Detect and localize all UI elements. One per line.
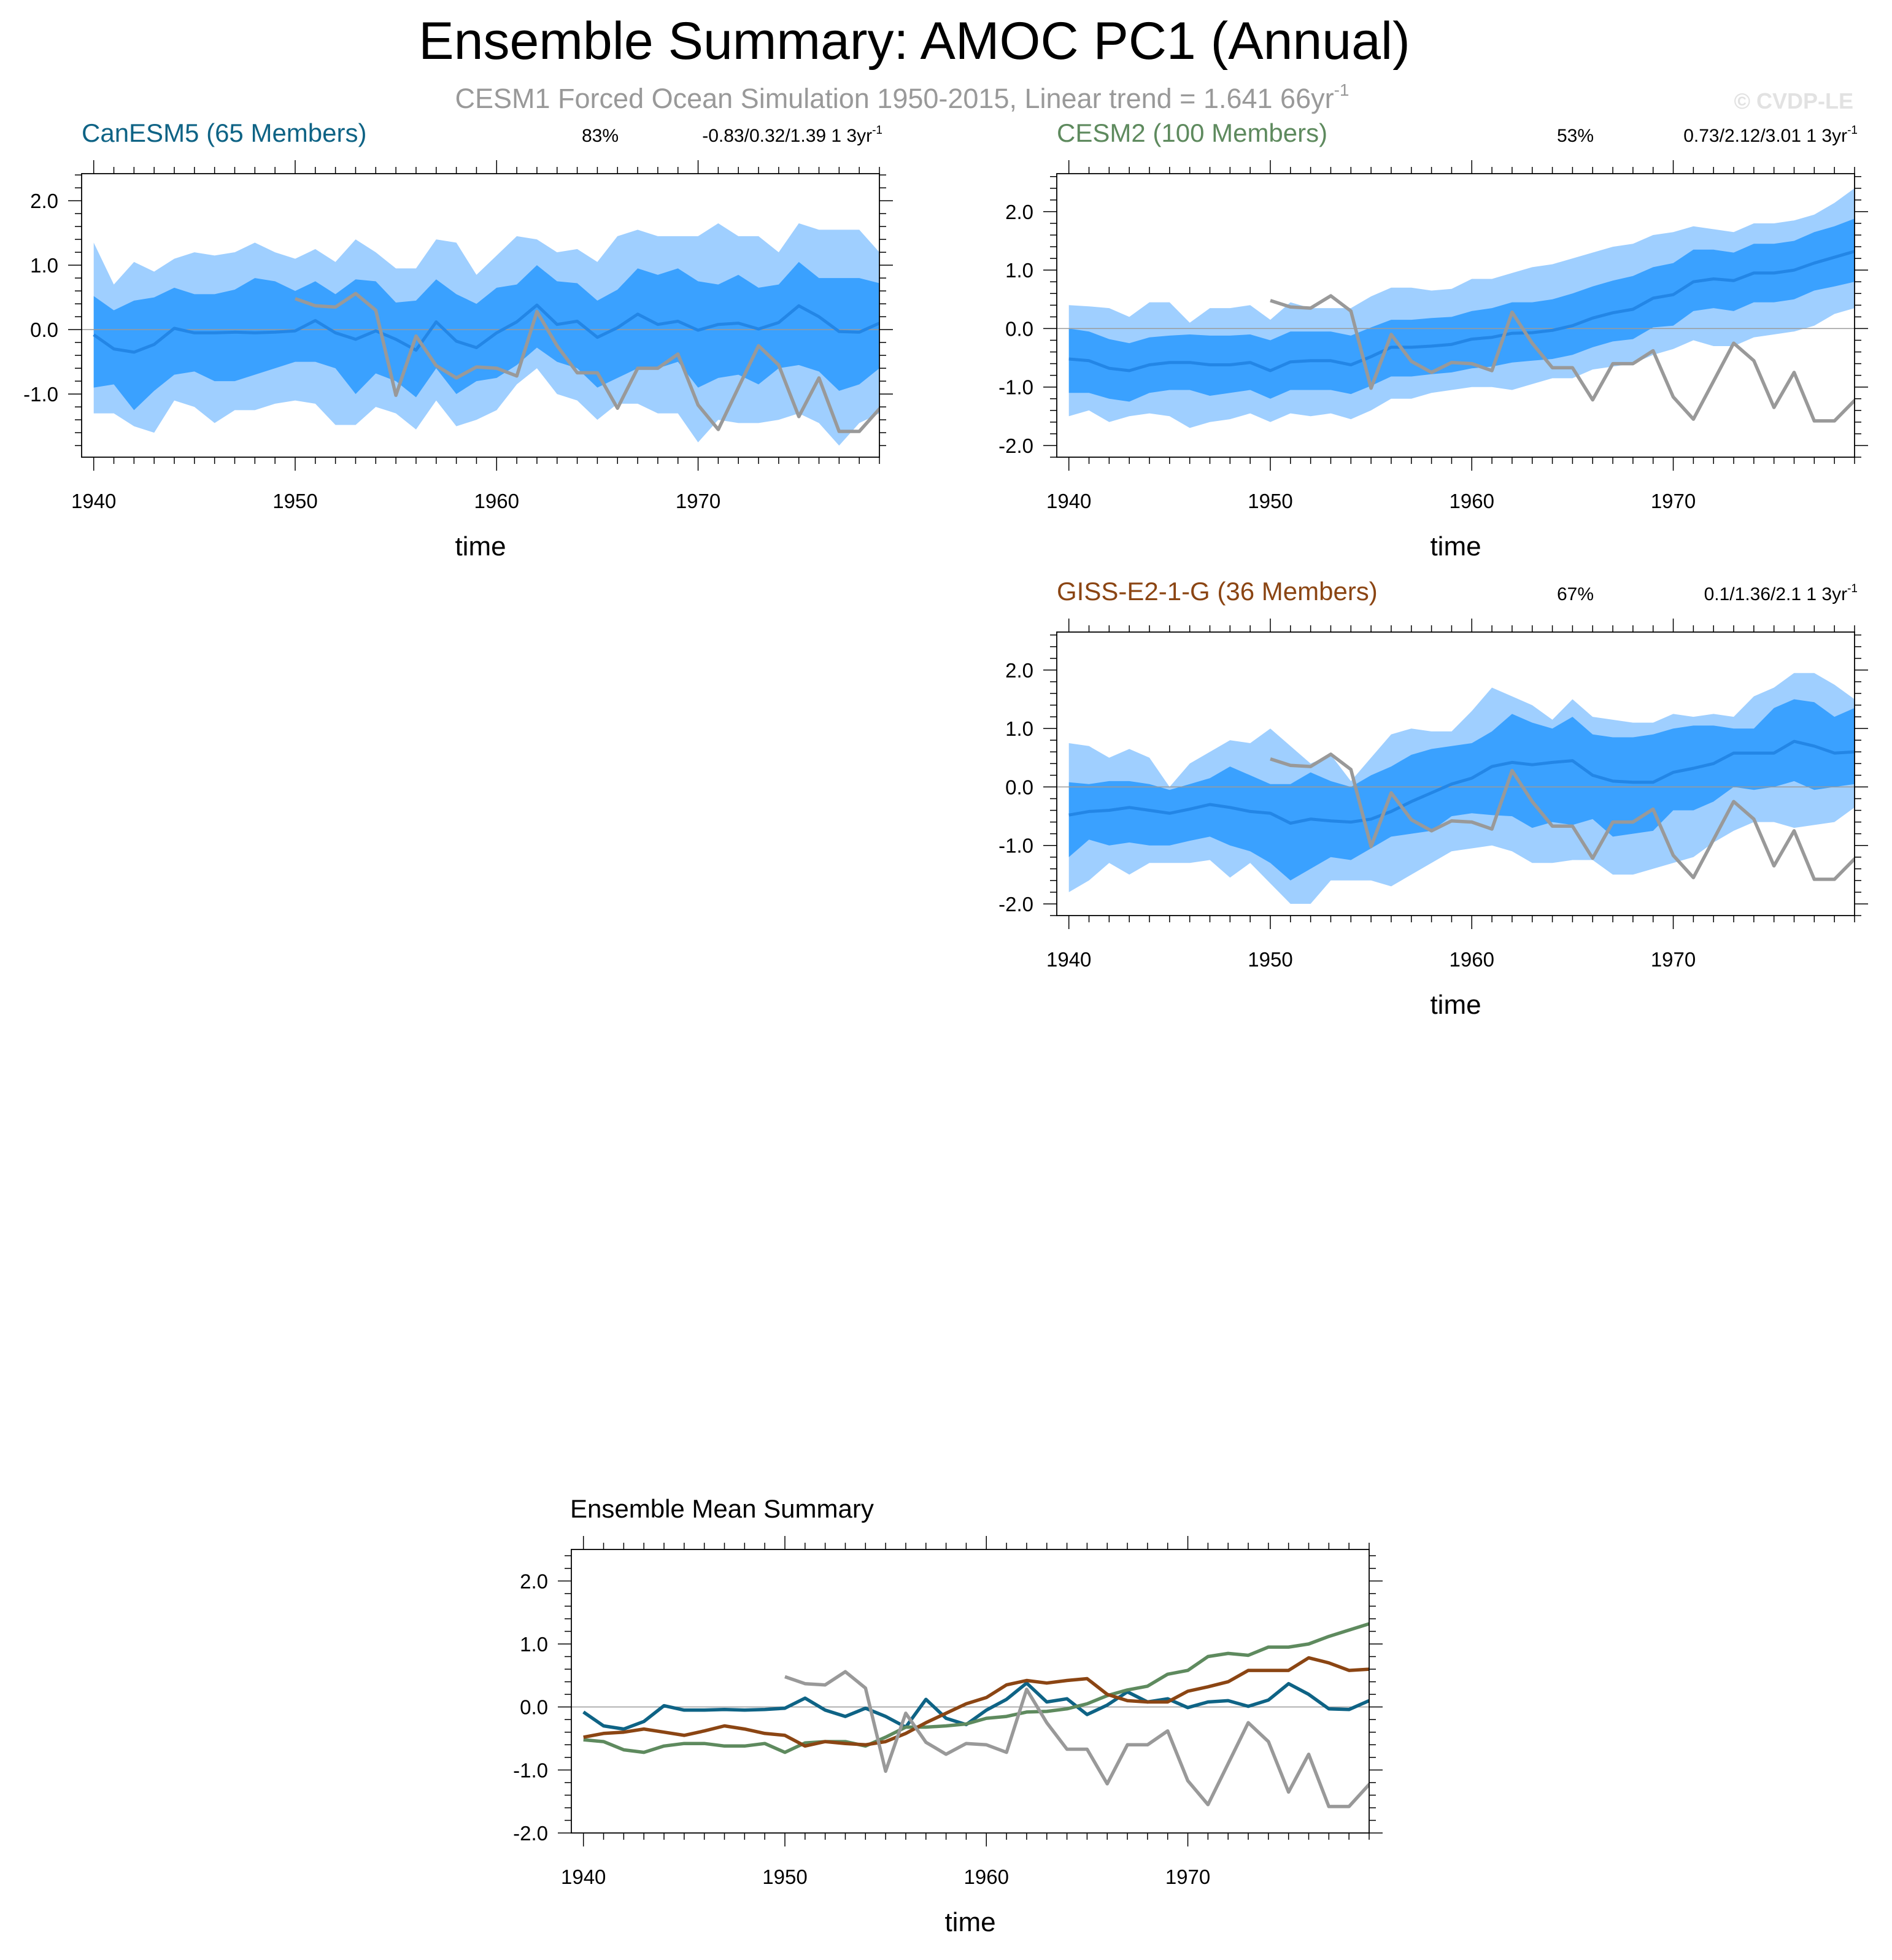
- series-line-giss: [583, 1656, 1369, 1748]
- ensemble-mean-line-giss: [1068, 739, 1855, 825]
- plot-frame: [571, 1549, 1370, 1834]
- ensemble-mean-line-cesm2: [1068, 250, 1855, 372]
- x-tick-label: 1970: [1165, 1865, 1210, 1888]
- inner-band-giss: [1068, 699, 1855, 881]
- panel-percent-label: 53%: [1557, 126, 1594, 146]
- panel-title: Ensemble Mean Summary: [570, 1494, 874, 1523]
- panel-title: CanESM5 (65 Members): [82, 118, 366, 147]
- panel-trend-label: 0.1/1.36/2.1 1 3yr-1: [1704, 582, 1858, 604]
- observation-line-canesm5: [295, 291, 879, 433]
- y-tick-label: 1.0: [1005, 717, 1033, 740]
- panel-title: CESM2 (100 Members): [1057, 118, 1327, 147]
- panel-trend-text: -0.83/0.32/1.39 1 3yr: [702, 126, 872, 146]
- y-tick-label: 2.0: [1005, 201, 1033, 223]
- panel-trend-label: -0.83/0.32/1.39 1 3yr-1: [702, 124, 882, 146]
- x-tick-label: 1950: [1248, 948, 1292, 971]
- plot-area-canesm5: [82, 223, 879, 446]
- panel-percent-label: 83%: [582, 126, 619, 146]
- panel-summary: 1940 1950 1960 1970 -2.0 -1.0 0.0 1.0 2.0 time Ens…: [513, 1494, 1383, 1937]
- y-tick-label: 2.0: [30, 190, 58, 212]
- plot-area-giss: [1057, 673, 1855, 904]
- panel-trend-text: 0.1/1.36/2.1 1 3yr: [1704, 584, 1848, 604]
- plot-area-cesm2: [1057, 188, 1855, 428]
- y-tick-label: 0.0: [30, 318, 58, 341]
- y-tick-label: -1.0: [998, 376, 1033, 399]
- y-tick-label: -1.0: [513, 1759, 548, 1781]
- panel-canesm5: 1940 1950 1960 1970 -1.0 0.0 1.0 2.0 time CanESM5…: [23, 118, 893, 561]
- figure-title: Ensemble Summary: AMOC PC1 (Annual): [419, 12, 1410, 71]
- x-axis-label: time: [1430, 531, 1481, 561]
- panel-trend-sup: -1: [1847, 124, 1858, 137]
- panel-trend-text: 0.73/2.12/3.01 1 3yr: [1683, 126, 1847, 146]
- observation-line-cesm2: [1270, 294, 1855, 423]
- y-tick-label: -2.0: [998, 434, 1033, 457]
- x-tick-label: 1970: [1651, 490, 1696, 512]
- y-tick-label: 2.0: [520, 1570, 548, 1592]
- plot-frame: [1056, 631, 1855, 916]
- x-axis-label: time: [944, 1907, 995, 1937]
- plot-frame: [1056, 173, 1855, 458]
- x-tick-label: 1960: [1450, 490, 1494, 512]
- inner-band-canesm5: [93, 261, 879, 411]
- x-tick-label: 1940: [71, 490, 116, 512]
- x-tick-label: 1950: [1248, 490, 1292, 512]
- panel-trend-sup: -1: [1847, 582, 1858, 595]
- x-tick-label: 1940: [561, 1865, 606, 1888]
- y-tick-label: 0.0: [520, 1696, 548, 1719]
- x-tick-label: 1960: [964, 1865, 1009, 1888]
- y-tick-label: 2.0: [1005, 659, 1033, 682]
- panel-title: GISS-E2-1-G (36 Members): [1057, 577, 1378, 606]
- y-tick-label: 1.0: [1005, 259, 1033, 282]
- series-line-canesm5: [582, 1681, 1369, 1731]
- y-tick-label: -2.0: [998, 893, 1033, 916]
- figure-subtitle-text: CESM1 Forced Ocean Simulation 1950-2015,…: [455, 83, 1334, 114]
- panel-trend-sup: -1: [872, 124, 882, 137]
- x-axis-label: time: [1430, 990, 1481, 1020]
- plot-frame: [81, 173, 880, 458]
- panel-trend-label: 0.73/2.12/3.01 1 3yr-1: [1683, 124, 1858, 146]
- copyright-label: © CVDP-LE: [1734, 88, 1853, 114]
- figure-subtitle: CESM1 Forced Ocean Simulation 1950-2015,…: [455, 80, 1349, 114]
- x-axis-label: time: [455, 531, 506, 561]
- y-tick-label: -2.0: [513, 1822, 548, 1845]
- y-tick-label: 0.0: [1005, 776, 1033, 798]
- series-line-cesm2: [583, 1622, 1369, 1754]
- panel-giss: 1940 1950 1960 1970 -2.0 -1.0 0.0 1.0 2.0 time GIS…: [998, 577, 1868, 1020]
- x-tick-label: 1970: [676, 490, 720, 512]
- panel-percent-label: 67%: [1557, 584, 1594, 604]
- x-tick-label: 1960: [474, 490, 519, 512]
- panels-group: 1940 1950 1960 1970 -1.0 0.0 1.0 2.0 time CanESM5…: [23, 118, 1868, 1937]
- y-tick-label: 0.0: [1005, 317, 1033, 340]
- y-tick-label: 1.0: [520, 1633, 548, 1656]
- x-tick-label: 1950: [272, 490, 317, 512]
- ensemble-mean-line-canesm5: [93, 303, 879, 354]
- inner-band-cesm2: [1068, 218, 1855, 402]
- x-tick-label: 1940: [1046, 948, 1091, 971]
- panel-cesm2: 1940 1950 1960 1970 -2.0 -1.0 0.0 1.0 2.0 time CES…: [998, 118, 1868, 561]
- plot-area-summary: [571, 1622, 1369, 1808]
- x-tick-label: 1970: [1651, 948, 1696, 971]
- y-tick-label: 1.0: [30, 254, 58, 277]
- observation-line-summary: [784, 1670, 1369, 1808]
- y-tick-label: -1.0: [23, 383, 58, 406]
- x-tick-label: 1940: [1046, 490, 1091, 512]
- y-tick-label: -1.0: [998, 835, 1033, 857]
- observation-line-giss: [1270, 752, 1855, 881]
- x-tick-label: 1960: [1450, 948, 1494, 971]
- x-tick-label: 1950: [762, 1865, 807, 1888]
- figure-subtitle-sup: -1: [1334, 80, 1349, 99]
